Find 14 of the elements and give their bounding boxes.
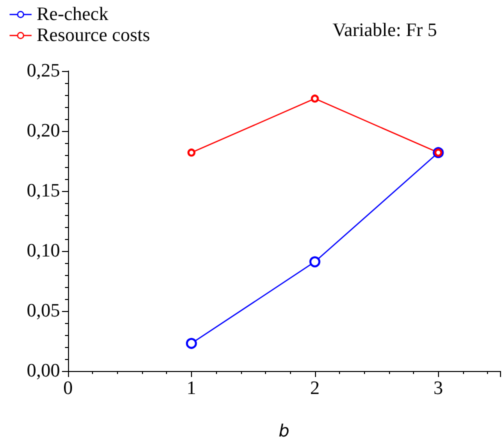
legend-label: Resource costs bbox=[36, 25, 150, 46]
legend-label: Re-check bbox=[36, 4, 109, 25]
text: Variable: Fr 5 bbox=[332, 20, 438, 41]
x-tick-label: 1 bbox=[186, 378, 196, 399]
x-axis-title: b bbox=[278, 422, 290, 442]
x-tick-label: 3 bbox=[434, 378, 444, 399]
y-tick-label: 0,05 bbox=[26, 300, 60, 322]
y-tick-label: 0,10 bbox=[26, 240, 60, 262]
y-tick-label: 0,15 bbox=[26, 180, 60, 202]
x-tick-label: 2 bbox=[310, 378, 320, 399]
y-tick-label: 0,25 bbox=[26, 60, 60, 82]
y-tick-label: 0,00 bbox=[26, 360, 60, 382]
y-tick-label: 0,20 bbox=[26, 120, 60, 142]
x-tick-label: 0 bbox=[63, 378, 73, 399]
